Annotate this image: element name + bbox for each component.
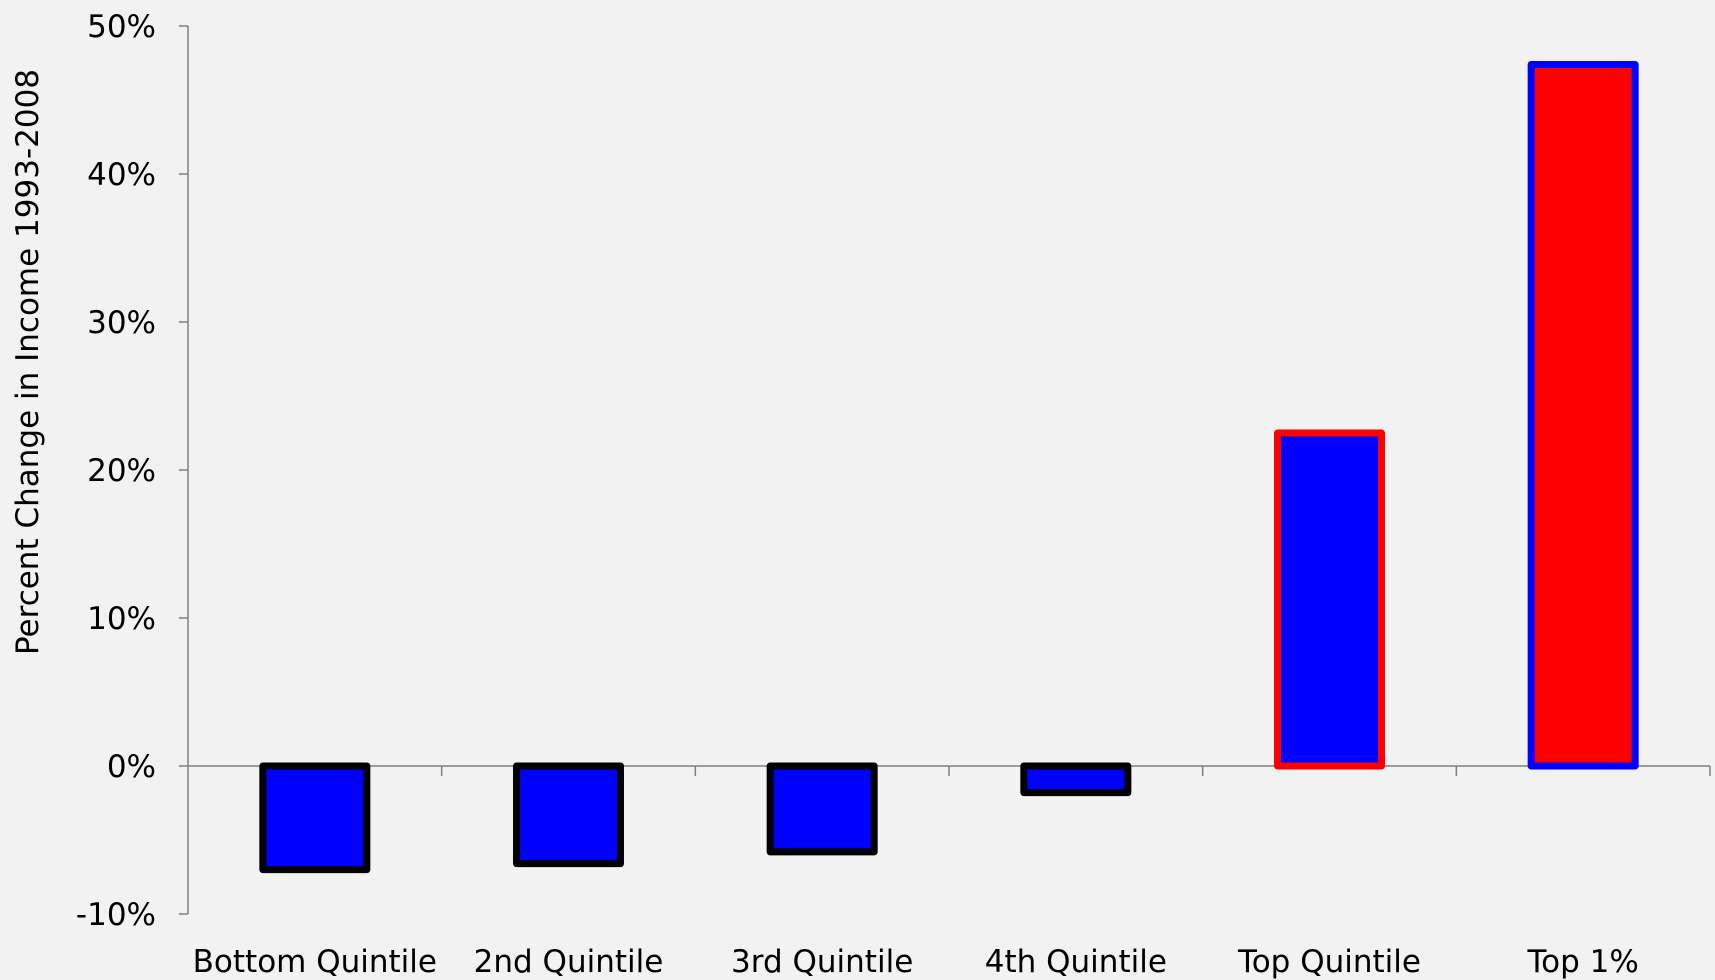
x-tick-label: Bottom Quintile [193,944,437,980]
y-tick-label: -10% [76,897,156,933]
y-axis: -10% 0% 10% 20% 30% 40% 50% [76,9,189,933]
bar-3rd-quintile [766,762,878,856]
bars [259,60,1639,874]
bar-bottom-quintile [259,762,371,874]
x-tick-label: Top Quintile [1237,944,1421,980]
y-tick-label: 20% [87,453,156,489]
bar-top-quintile [1273,429,1386,770]
y-tick-label: 0% [107,749,156,785]
y-tick-label: 40% [87,157,156,193]
x-tick-label: 2nd Quintile [474,944,664,980]
x-axis: Bottom Quintile 2nd Quintile 3rd Quintile 4… [188,765,1711,980]
bar-2nd-quintile [512,762,625,868]
x-tick-label: 4th Quintile [985,944,1167,980]
bar-top-1 [1527,60,1639,770]
y-axis-label: Percent Change in Income 1993-2008 [10,69,46,655]
x-tick-label: 3rd Quintile [731,944,913,980]
x-tick-label: Top 1% [1526,944,1638,980]
y-tick-label: 10% [87,601,156,637]
bar-4th-quintile [1020,762,1132,797]
y-tick-label: 30% [87,305,156,341]
y-tick-label: 50% [87,9,156,45]
